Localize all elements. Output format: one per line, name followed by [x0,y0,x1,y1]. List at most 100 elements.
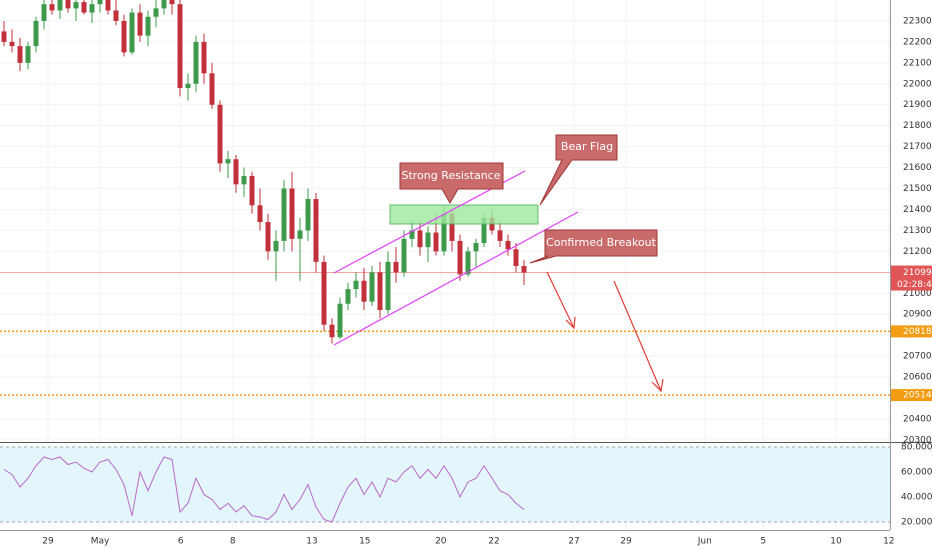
candle-body [313,199,319,262]
candle-body [193,41,199,84]
callout-text: Strong Resistance [401,169,500,182]
candle-body [257,205,263,223]
candle-body [145,16,151,36]
candle-body [409,230,415,239]
candle-body [209,73,215,105]
candle-body [161,0,167,9]
y-tick-label: 21900 [903,100,932,110]
resistance-zone [389,204,539,225]
candle-body [113,10,119,21]
x-tick-label: 29 [42,537,54,547]
candle-body [25,46,31,63]
candle-body [401,238,407,273]
candle-body [449,213,455,241]
candle-body [353,280,359,290]
y-tick-label: 21000 [903,289,932,299]
rsi-tick-label: 40.0000 [901,493,932,503]
callout-text: Bear Flag [561,140,613,153]
level-tag [891,325,932,338]
callout: Bear Flag [539,134,618,206]
x-tick-label: 13 [306,537,317,547]
candle-body [201,41,207,74]
last-price-label: 21099 [903,268,932,278]
candle-body [377,272,383,311]
candle-body [105,0,111,11]
rsi-band [0,447,890,522]
y-tick-label: 21400 [903,205,932,215]
y-tick-label: 21500 [903,184,932,194]
x-tick-label: 5 [760,537,766,547]
candle-body [457,240,463,275]
candle-body [1,31,7,42]
candle-body [81,2,87,13]
rsi-line [3,456,525,523]
candle-body [393,261,399,273]
x-tick-label: 29 [620,537,632,547]
candle-body [33,20,39,47]
rsi-tick-label: 80.0000 [901,443,932,453]
candle-body [49,4,55,11]
x-tick-label: 8 [230,537,236,547]
candle-body [169,0,175,5]
candle-body [73,2,79,9]
candle-body [265,222,271,252]
callout-text: Confirmed Breakout [546,236,657,249]
candle-body [225,159,231,164]
candle-body [17,46,23,63]
arrow [546,271,575,329]
level-label: 20514 [903,391,932,401]
x-tick-label: 22 [488,537,499,547]
level-label: 20818 [903,327,932,337]
callout: Confirmed Breakout [529,229,658,264]
y-tick-label: 22000 [903,79,932,89]
candle-body [361,280,367,302]
rsi-tick-label: 60.0000 [901,468,932,478]
x-tick-label: 10 [830,537,842,547]
candle-body [297,230,303,239]
callout-box [539,134,618,206]
candle-body [65,0,71,9]
countdown: 02:28:47 [897,280,932,290]
candle-body [345,289,351,304]
candle-body [505,240,511,250]
x-tick-label: 15 [359,537,370,547]
y-tick-label: 21200 [903,247,932,257]
candle-body [241,175,247,185]
candle-body [369,272,375,302]
candle-body [385,261,391,311]
candle-body [417,230,423,248]
y-tick-label: 20600 [903,373,932,383]
candle-body [289,188,295,239]
candle-body [97,0,103,5]
y-tick-label: 21700 [903,142,932,152]
y-tick-label: 21800 [903,121,932,131]
candle-body [185,83,191,88]
candle-body [177,4,183,88]
candle-body [57,0,63,11]
candle-body [337,303,343,338]
axes: 2030020400205002060020700208002090021000… [42,16,932,547]
candle-body [305,199,311,231]
rsi [0,446,890,523]
candle-body [329,324,335,338]
x-tick-label: 12 [883,537,894,547]
callout-box [399,162,504,205]
candle-body [9,41,15,47]
y-tick-label: 21300 [903,226,932,236]
y-tick-label: 22100 [903,58,932,68]
last-price-tag [891,265,932,291]
candle-body [497,230,503,241]
candle-body [433,232,439,252]
candle-body [513,249,519,267]
x-tick-label: 20 [435,537,447,547]
candle-body [281,188,287,241]
x-tick-label: May [91,537,110,547]
candle-body [473,242,479,252]
y-tick-label: 20900 [903,310,932,320]
candle-body [521,266,527,273]
candle-body [481,217,487,243]
arrow-head [651,378,664,393]
rsi-tick-label: 20.0000 [901,518,932,528]
candle-body [89,4,95,13]
y-tick-label: 22200 [903,37,932,47]
